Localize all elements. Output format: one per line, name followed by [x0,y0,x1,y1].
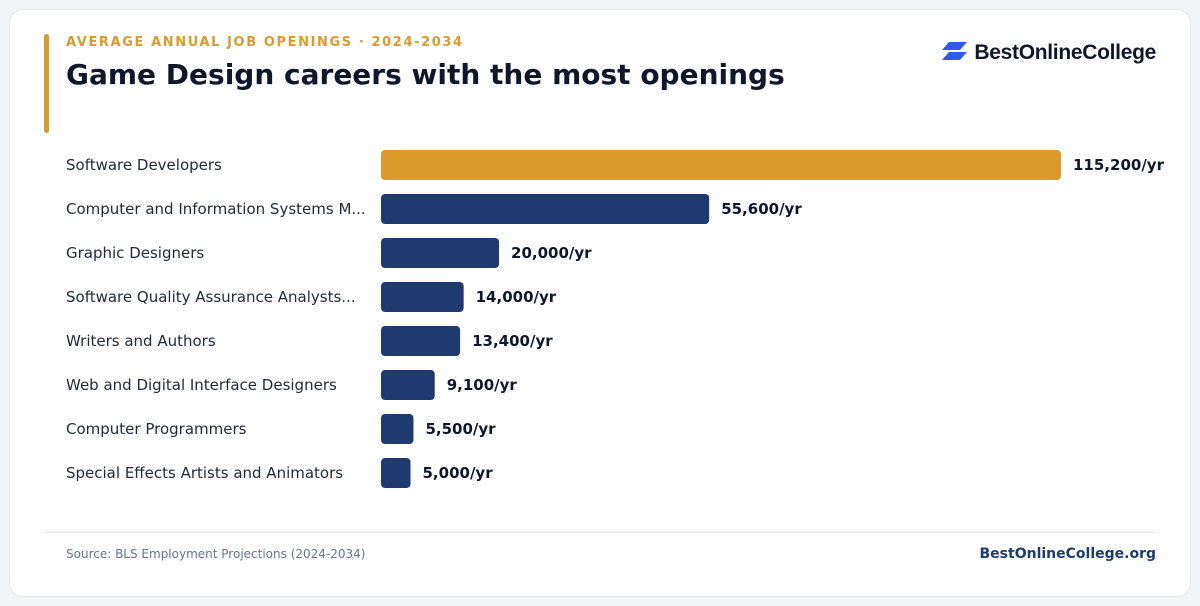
category-label: Graphic Designers [66,244,204,262]
accent-bar [44,34,49,133]
stacked-parallelogram-logo-icon [942,42,968,64]
bar [381,458,411,488]
value-label: 5,500/yr [425,420,496,438]
bar [381,238,500,268]
value-label: 20,000/yr [511,244,592,262]
footer-divider [44,532,1156,533]
category-label: Software Developers [66,156,222,174]
category-label: Web and Digital Interface Designers [66,376,337,394]
bar-chart: Software Developers 115,200/yr Computer an… [66,150,1165,488]
value-label: 115,200/yr [1073,156,1165,174]
brand-logo: BestOnlineCollege [942,41,1156,65]
bar [381,194,710,224]
category-label: Computer Programmers [66,420,247,438]
chart-eyebrow: AVERAGE ANNUAL JOB OPENINGS · 2024-2034 [66,35,464,50]
bar [381,282,464,312]
site-link[interactable]: BestOnlineCollege.org [979,546,1156,562]
category-label: Writers and Authors [66,332,216,350]
bar [381,414,414,444]
bar [381,150,1061,180]
value-label: 55,600/yr [721,200,802,218]
value-label: 5,000/yr [423,464,494,482]
value-label: 14,000/yr [476,288,557,306]
bar [381,326,461,356]
bar [381,370,435,400]
category-label: Computer and Information Systems M... [66,200,366,218]
brand-logo-text: BestOnlineCollege [974,41,1156,64]
value-label: 9,100/yr [447,376,518,394]
chart-card: AVERAGE ANNUAL JOB OPENINGS · 2024-2034 … [9,9,1191,597]
source-note: Source: BLS Employment Projections (2024… [66,547,366,561]
value-label: 13,400/yr [472,332,553,350]
category-label: Special Effects Artists and Animators [66,464,343,482]
chart-title: Game Design careers with the most openin… [66,58,785,91]
category-label: Software Quality Assurance Analysts... [66,288,356,306]
